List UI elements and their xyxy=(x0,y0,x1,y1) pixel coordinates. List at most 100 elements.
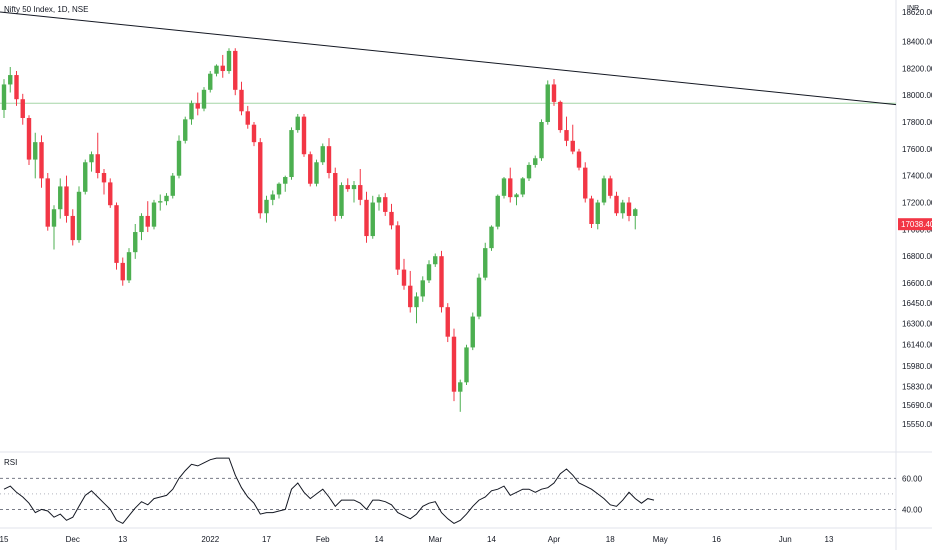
candle-body xyxy=(195,103,200,109)
candle-body xyxy=(83,162,88,192)
price-tick-label: 18200.00 xyxy=(902,64,932,73)
time-tick-label: Feb xyxy=(316,535,330,544)
candle-body xyxy=(139,215,144,233)
candle-body xyxy=(483,248,488,278)
rsi-pane: 60.00 40.00 xyxy=(0,457,923,525)
price-tick-label: 17800.00 xyxy=(902,118,932,127)
candle-body xyxy=(426,264,432,281)
candle-body xyxy=(626,202,632,216)
candle-body xyxy=(45,178,50,227)
candle-body xyxy=(470,316,475,348)
candle-body xyxy=(395,225,400,270)
rsi-tick-label: 40.00 xyxy=(902,505,923,514)
price-tick-label: 17600.00 xyxy=(902,145,932,154)
candle-body xyxy=(64,186,69,216)
candle-body xyxy=(251,124,257,143)
price-tick-label: 16600.00 xyxy=(902,279,932,288)
candle-body xyxy=(339,185,344,216)
candle-body xyxy=(176,140,182,176)
candle-body xyxy=(245,111,250,125)
candle-body xyxy=(145,215,150,227)
trend-line xyxy=(0,11,897,106)
time-tick-label: Mar xyxy=(428,535,442,544)
candle-body xyxy=(14,75,19,100)
rsi-line xyxy=(3,457,655,525)
candle-body xyxy=(558,101,563,131)
price-tick-label: 15980.00 xyxy=(902,362,932,371)
candle-body xyxy=(508,178,513,198)
price-tick-label: 15830.00 xyxy=(902,382,932,391)
price-axis: 18620.00 18400.00 18200.00 18000.00 17800.00… xyxy=(898,8,932,429)
candle-body xyxy=(39,142,44,179)
candle-body xyxy=(520,178,525,195)
price-tick-label: 18000.00 xyxy=(902,91,932,100)
candle-body xyxy=(601,178,607,203)
candle-body xyxy=(364,199,369,237)
candle-body xyxy=(545,84,550,123)
candle-body xyxy=(151,202,157,227)
candle-body xyxy=(201,89,207,109)
candle-body xyxy=(589,198,594,224)
candle-body xyxy=(51,209,57,227)
time-tick-label: 13 xyxy=(118,535,127,544)
rsi-label: RSI xyxy=(4,458,18,467)
candle-body xyxy=(464,347,469,383)
time-tick-label: 14 xyxy=(375,535,384,544)
candle-body xyxy=(295,116,300,131)
candle-body xyxy=(476,277,482,317)
candle-body xyxy=(489,226,494,249)
time-tick-label: 14 xyxy=(487,535,496,544)
time-tick-label: 15 xyxy=(0,535,9,544)
candle-body xyxy=(270,194,275,200)
candle-body xyxy=(264,199,269,214)
candle-body xyxy=(370,202,375,237)
candle-body xyxy=(408,285,413,308)
candle-body xyxy=(33,142,38,160)
candle-body xyxy=(576,151,582,168)
candle-body xyxy=(114,205,119,263)
candle-body xyxy=(439,256,444,308)
price-tick-label: 16300.00 xyxy=(902,319,932,328)
candle-body xyxy=(76,191,82,241)
candle-body xyxy=(401,269,407,286)
candle-body xyxy=(208,73,213,90)
candle-body xyxy=(183,119,188,141)
candle-body xyxy=(533,158,538,165)
time-tick-label: 17 xyxy=(262,535,271,544)
candle-body xyxy=(351,185,357,190)
candle-body xyxy=(301,116,307,155)
candle-body xyxy=(226,50,232,72)
price-tick-label: 15690.00 xyxy=(902,401,932,410)
candle-body xyxy=(389,211,394,226)
time-tick-label: Apr xyxy=(548,535,561,544)
time-tick-label: 13 xyxy=(825,535,834,544)
candle-body xyxy=(633,209,638,216)
candle-body xyxy=(283,177,288,184)
candle-body xyxy=(239,89,244,112)
time-tick-label: 2022 xyxy=(201,535,219,544)
candle-body xyxy=(133,232,138,253)
candle-body xyxy=(514,194,519,198)
candle-body xyxy=(233,50,238,90)
last-price-badge xyxy=(898,218,932,231)
time-axis: 15 Dec 13 2022 17 Feb 14 Mar 14 Apr 18 May 16 Jun 13 xyxy=(0,535,834,544)
candle-body xyxy=(551,84,557,102)
candle-body xyxy=(526,164,532,179)
candle-body xyxy=(214,65,219,74)
time-tick-label: May xyxy=(653,535,668,544)
candle-body xyxy=(89,154,94,163)
candle-body xyxy=(383,197,388,212)
candle-body xyxy=(158,201,163,203)
candle-body xyxy=(8,75,13,85)
time-tick-label: Jun xyxy=(779,535,792,544)
candle-body xyxy=(420,280,425,297)
candle-body xyxy=(539,122,544,159)
candle-body xyxy=(1,84,7,110)
last-price-label: 17038.40 xyxy=(901,220,932,229)
candle-body xyxy=(620,202,625,214)
time-tick-label: 18 xyxy=(606,535,615,544)
price-tick-label: 17200.00 xyxy=(902,199,932,208)
candle-body xyxy=(595,202,600,224)
